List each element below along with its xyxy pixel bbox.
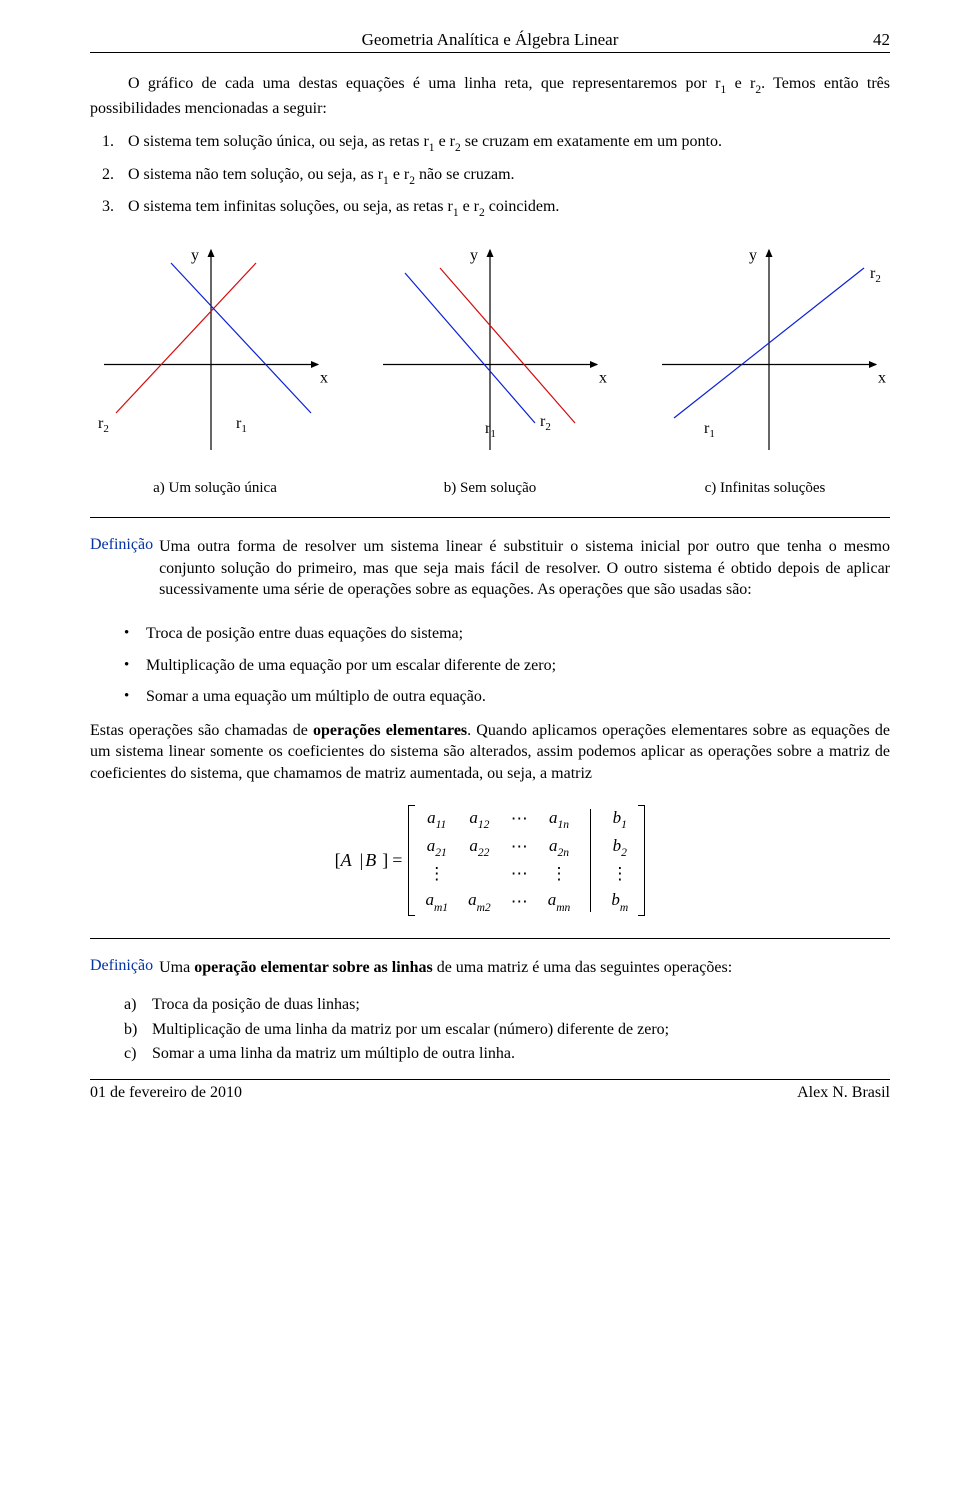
diagram-c-svg: y x r1 r2	[644, 238, 894, 468]
def1-paragraph: Uma outra forma de resolver um sistema l…	[159, 536, 890, 601]
diagrams-row: y x r2 r1 y x r1 r2 y x r1 r2	[86, 238, 894, 468]
svg-text:r1: r1	[236, 415, 247, 435]
svg-text:r2: r2	[870, 265, 881, 285]
list-item: c)Somar a uma linha da matriz um múltipl…	[152, 1043, 890, 1065]
operations-bullets: Troca de posição entre duas equações do …	[90, 623, 890, 708]
svg-text:y: y	[749, 247, 757, 264]
caption-b: b) Sem solução	[365, 480, 615, 497]
divider	[90, 517, 890, 518]
definition-label: Definição	[90, 957, 159, 975]
diagram-b: y xr1r2	[365, 238, 615, 468]
matrix-B: b1 b2 ⋮ bm	[601, 805, 638, 916]
header-title: Geometria Analítica e Álgebra Linear	[362, 30, 619, 50]
captions-row: a) Um solução única b) Sem solução c) In…	[90, 480, 890, 497]
definition-2: Definição Uma operação elementar sobre a…	[90, 957, 890, 991]
matrix-A: a11 a12 ⋯ a1n a21 a22 ⋯ a2n ⋮ ⋯ ⋮	[415, 805, 580, 916]
bullet-item: Multiplicação de uma equação por um esca…	[146, 655, 890, 677]
bullet-item: Somar a uma equação um múltiplo de outra…	[146, 686, 890, 708]
bullet-item: Troca de posição entre duas equações do …	[146, 623, 890, 645]
footer-author: Alex N. Brasil	[797, 1084, 890, 1102]
svg-text:x: x	[599, 370, 607, 387]
diagram-b-svg: y xr1r2	[365, 238, 615, 468]
possibilities-list: 1. O sistema tem solução única, ou seja,…	[90, 131, 890, 220]
footer-date: 01 de fevereiro de 2010	[90, 1084, 242, 1102]
list-item: 3. O sistema tem infinitas soluções, ou …	[128, 196, 890, 220]
caption-a: a) Um solução única	[90, 480, 340, 497]
definition-1: Definição Uma outra forma de resolver um…	[90, 536, 890, 613]
def2-list: a)Troca da posição de duas linhas; b)Mul…	[90, 994, 890, 1065]
list-item: b)Multiplicação de uma linha da matriz p…	[152, 1019, 890, 1041]
svg-text:y: y	[191, 247, 199, 264]
svg-text:r2: r2	[98, 415, 109, 435]
def2-paragraph: Uma operação elementar sobre as linhas d…	[159, 957, 890, 979]
intro-paragraph: O gráfico de cada uma destas equações é …	[90, 73, 890, 119]
diagram-a-svg: y x r2 r1	[86, 238, 336, 468]
svg-text:x: x	[320, 370, 328, 387]
caption-c: c) Infinitas soluções	[640, 480, 890, 497]
header-page-number: 42	[873, 30, 890, 50]
svg-text:r1: r1	[704, 420, 715, 440]
diagram-a: y x r2 r1	[86, 238, 336, 468]
definition-label: Definição	[90, 536, 159, 554]
page-header: Geometria Analítica e Álgebra Linear 42	[90, 30, 890, 53]
svg-text:r2: r2	[540, 413, 551, 433]
svg-text:x: x	[878, 370, 886, 387]
list-item: a)Troca da posição de duas linhas;	[152, 994, 890, 1016]
divider	[90, 938, 890, 939]
augmented-matrix: [A|B] = a11 a12 ⋯ a1n a21 a22 ⋯ a2n ⋮	[90, 805, 890, 916]
list-item: 2. O sistema não tem solução, ou seja, a…	[128, 164, 890, 188]
page-footer: 01 de fevereiro de 2010 Alex N. Brasil	[90, 1079, 890, 1102]
def1-paragraph-2: Estas operações são chamadas de operaçõe…	[90, 720, 890, 785]
diagram-c: y x r1 r2	[644, 238, 894, 468]
list-item: 1. O sistema tem solução única, ou seja,…	[128, 131, 890, 155]
svg-text:y: y	[470, 247, 478, 264]
